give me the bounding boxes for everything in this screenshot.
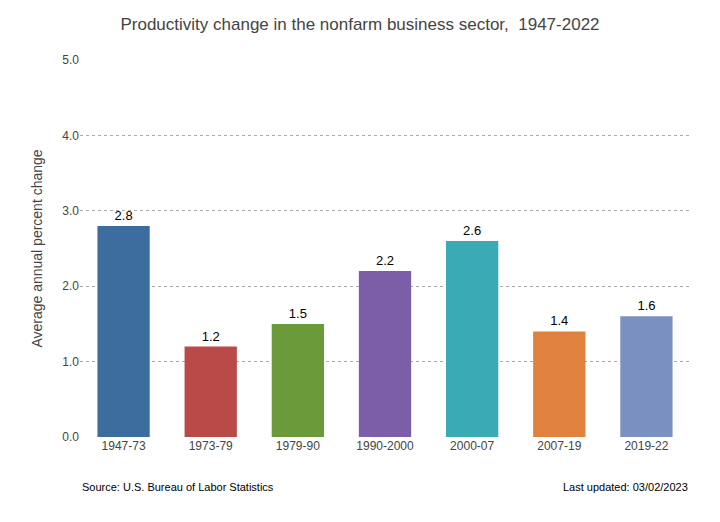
svg-text:1973-79: 1973-79 <box>189 439 233 453</box>
svg-text:1947-73: 1947-73 <box>102 439 146 453</box>
svg-text:0.0: 0.0 <box>62 430 79 444</box>
svg-text:Productivity change in the non: Productivity change in the nonfarm busin… <box>120 15 599 34</box>
svg-text:2019-22: 2019-22 <box>624 439 668 453</box>
svg-text:2007-19: 2007-19 <box>537 439 581 453</box>
svg-text:Source: U.S. Bureau of Labor S: Source: U.S. Bureau of Labor Statistics <box>82 481 274 493</box>
svg-text:2.8: 2.8 <box>115 208 133 223</box>
svg-text:2000-07: 2000-07 <box>450 439 494 453</box>
svg-text:4.0: 4.0 <box>62 129 79 143</box>
svg-text:1.4: 1.4 <box>550 313 568 328</box>
svg-text:2.0: 2.0 <box>62 279 79 293</box>
svg-text:1.6: 1.6 <box>637 298 655 313</box>
svg-text:2.2: 2.2 <box>376 253 394 268</box>
svg-text:5.0: 5.0 <box>62 53 79 67</box>
svg-text:1990-2000: 1990-2000 <box>356 439 414 453</box>
svg-text:Average annual percent change: Average annual percent change <box>29 149 45 347</box>
svg-text:3.0: 3.0 <box>62 204 79 218</box>
svg-text:1.5: 1.5 <box>289 306 307 321</box>
svg-text:1.0: 1.0 <box>62 355 79 369</box>
svg-text:Last updated: 03/02/2023: Last updated: 03/02/2023 <box>563 481 688 493</box>
svg-text:1979-90: 1979-90 <box>276 439 320 453</box>
svg-text:1.2: 1.2 <box>202 329 220 344</box>
svg-text:2.6: 2.6 <box>463 223 481 238</box>
